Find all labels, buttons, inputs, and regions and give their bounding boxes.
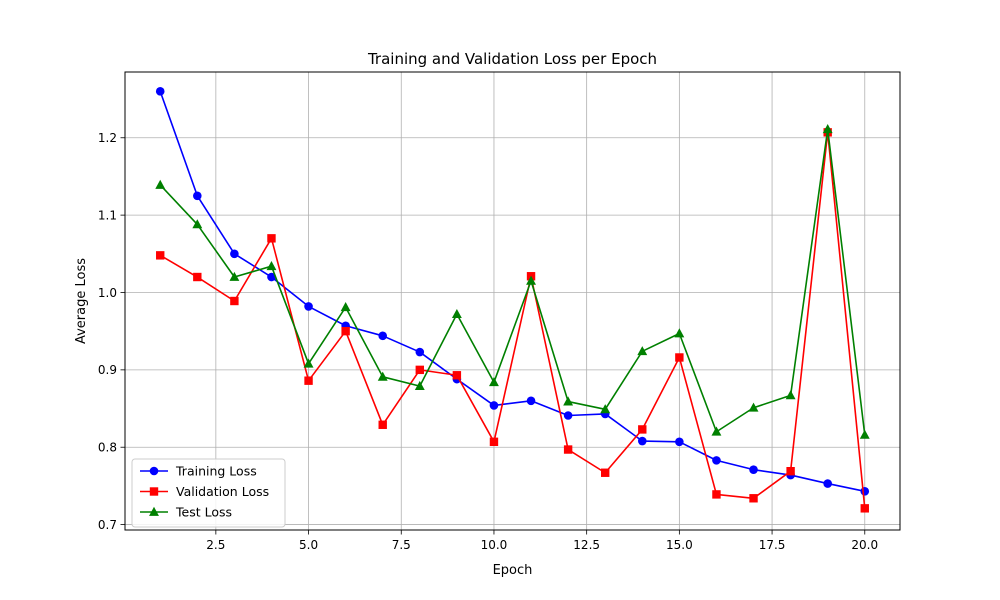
data-point bbox=[860, 487, 870, 496]
legend-box bbox=[131, 458, 286, 528]
data-point bbox=[193, 191, 202, 201]
data-point bbox=[155, 179, 166, 189]
series-line bbox=[159, 131, 866, 509]
data-point bbox=[414, 380, 425, 391]
legend-item: Validation Loss bbox=[140, 484, 269, 499]
data-point bbox=[192, 219, 203, 229]
data-point bbox=[711, 426, 722, 436]
x-tick-label: 20.0 bbox=[851, 538, 878, 552]
data-point bbox=[452, 371, 462, 380]
series-triangle bbox=[155, 124, 870, 439]
legend-marker bbox=[149, 487, 159, 496]
data-point bbox=[230, 296, 239, 306]
y-tick-label: 0.9 bbox=[98, 363, 117, 377]
legend-label: Test Loss bbox=[175, 505, 232, 520]
series-square bbox=[156, 128, 869, 513]
data-point bbox=[526, 396, 536, 406]
series-line bbox=[159, 128, 866, 435]
y-tick-label: 1.0 bbox=[98, 286, 117, 300]
y-tick-label: 1.1 bbox=[98, 208, 117, 222]
legend: Training Loss Validation Loss Test Loss bbox=[131, 458, 286, 528]
data-point bbox=[712, 456, 721, 465]
y-axis-label: Average Loss bbox=[74, 258, 89, 344]
data-point bbox=[451, 308, 462, 319]
y-tick-label: 1.2 bbox=[98, 131, 117, 145]
data-point bbox=[489, 401, 499, 410]
x-tick-label: 10.0 bbox=[481, 538, 508, 552]
data-point bbox=[786, 467, 795, 476]
data-point bbox=[267, 234, 276, 243]
data-point bbox=[563, 411, 573, 420]
series-layer bbox=[155, 87, 870, 513]
data-point bbox=[712, 490, 721, 499]
data-point bbox=[526, 275, 536, 285]
data-point bbox=[637, 346, 648, 356]
grid bbox=[125, 72, 900, 530]
y-tick-label: 0.7 bbox=[98, 518, 117, 532]
data-point bbox=[749, 465, 758, 474]
legend-marker bbox=[149, 506, 159, 516]
data-point bbox=[378, 331, 388, 341]
data-point bbox=[823, 479, 832, 488]
data-point bbox=[489, 437, 499, 447]
data-point bbox=[638, 425, 647, 434]
legend-item: Training Loss bbox=[140, 464, 257, 479]
data-point bbox=[748, 402, 759, 412]
chart-title: Training and Validation Loss per Epoch bbox=[367, 50, 657, 68]
x-tick-label: 5.0 bbox=[299, 538, 318, 552]
data-point bbox=[600, 404, 611, 414]
data-point bbox=[675, 353, 684, 362]
data-point bbox=[563, 445, 573, 454]
x-tick-label: 17.5 bbox=[759, 538, 786, 552]
data-point bbox=[303, 358, 314, 368]
legend-label: Validation Loss bbox=[176, 484, 269, 499]
data-point bbox=[674, 328, 685, 338]
legend-marker bbox=[149, 466, 159, 476]
x-axis-label: Epoch bbox=[493, 563, 533, 578]
x-tick-label: 15.0 bbox=[666, 538, 693, 552]
data-point bbox=[637, 436, 647, 446]
data-point bbox=[193, 272, 202, 282]
legend-item: Test Loss bbox=[140, 505, 232, 520]
data-point bbox=[675, 437, 684, 447]
x-tick-label: 7.5 bbox=[392, 538, 411, 552]
data-point bbox=[822, 124, 833, 134]
data-point bbox=[563, 396, 574, 406]
plot-area bbox=[125, 72, 900, 530]
data-point bbox=[230, 249, 239, 259]
data-point bbox=[340, 301, 351, 312]
data-point bbox=[601, 468, 610, 477]
x-tick-label: 2.5 bbox=[206, 538, 225, 552]
plot-frame bbox=[124, 71, 901, 531]
legend-label: Training Loss bbox=[175, 464, 257, 479]
data-point bbox=[860, 504, 869, 513]
data-point bbox=[749, 494, 758, 503]
data-point bbox=[415, 365, 424, 375]
data-point bbox=[378, 420, 387, 429]
data-point bbox=[341, 326, 350, 336]
data-point bbox=[304, 376, 313, 385]
data-point bbox=[156, 251, 165, 260]
data-point bbox=[266, 260, 277, 271]
data-point bbox=[785, 390, 796, 400]
data-point bbox=[859, 429, 870, 439]
data-point bbox=[155, 87, 165, 96]
data-point bbox=[415, 347, 425, 357]
ticks: 2.5 5.0 7.5 10.0 12.5 15.0 17.5 20.0 0.7 0.8 0.9 1.… bbox=[98, 131, 878, 552]
x-tick-label: 12.5 bbox=[573, 538, 600, 552]
y-tick-label: 0.8 bbox=[98, 441, 117, 455]
data-point bbox=[489, 377, 499, 387]
data-point bbox=[377, 371, 388, 381]
data-point bbox=[229, 271, 240, 281]
data-point bbox=[267, 272, 276, 282]
data-point bbox=[304, 302, 313, 311]
